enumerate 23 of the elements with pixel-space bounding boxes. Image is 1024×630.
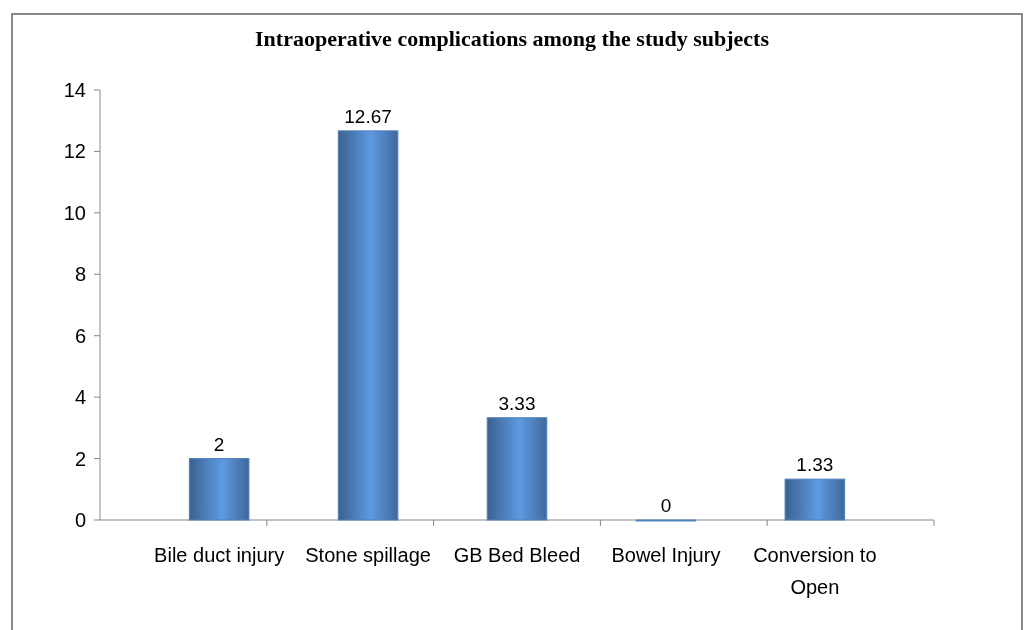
x-tick-label: GB Bed Bleed: [453, 544, 581, 566]
y-tick-label: 4: [74, 386, 86, 409]
data-label: 1.33: [796, 454, 834, 476]
bar: [188, 458, 250, 521]
bar: [337, 130, 399, 521]
bar: [486, 417, 548, 521]
data-label: 2: [213, 433, 225, 455]
y-tick-label: 2: [74, 447, 86, 470]
y-tick-label: 6: [74, 324, 86, 347]
y-tick-label: 10: [63, 201, 86, 224]
y-tick-label: 12: [63, 140, 86, 163]
data-label: 0: [660, 495, 672, 516]
x-tick-label: Stone spillage: [305, 544, 431, 566]
y-tick-label: 14: [63, 79, 86, 101]
data-label: 3.33: [498, 392, 536, 414]
y-tick-label: 0: [74, 509, 86, 531]
y-tick-label: 8: [74, 263, 86, 286]
bar: [784, 478, 846, 521]
chart-title: Intraoperative complications among the study subjects: [255, 26, 770, 51]
data-label: 12.67: [344, 105, 392, 127]
x-tick-label: Conversion to Open: [753, 544, 877, 598]
x-tick-label: Bile duct injury: [154, 544, 285, 566]
x-tick-label: Bowel Injury: [611, 544, 721, 566]
